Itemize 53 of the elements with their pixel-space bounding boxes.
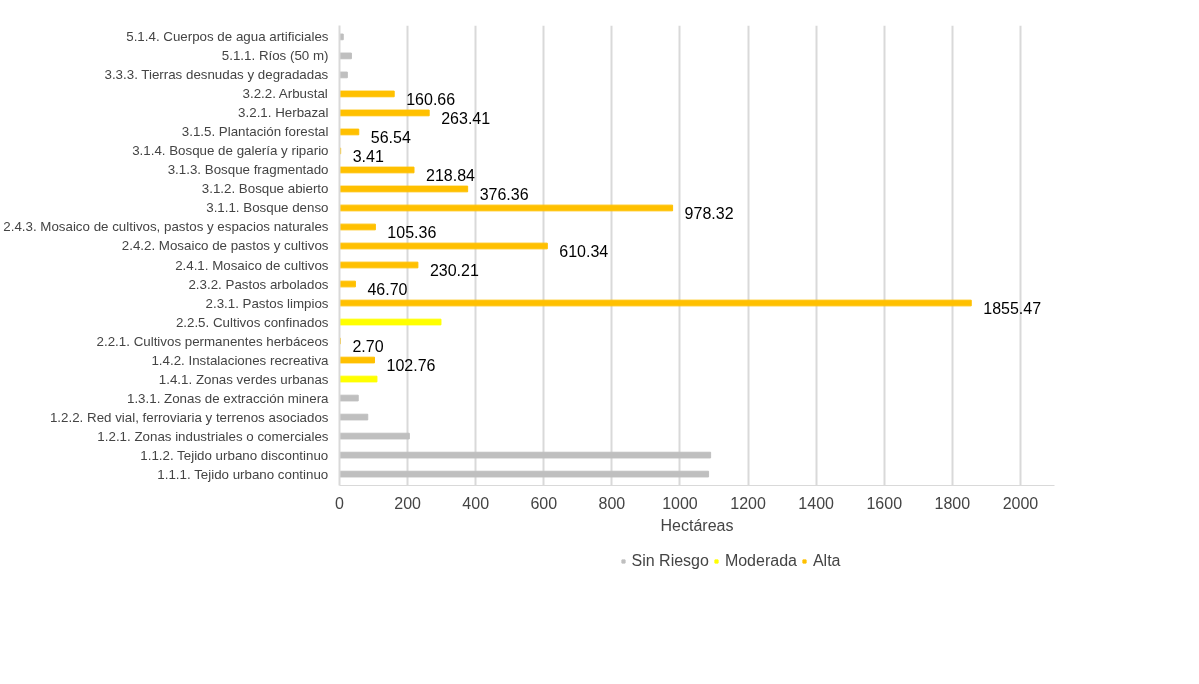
- data-label: 218.84: [426, 166, 476, 184]
- y-tick-label: 1.4.1. Zonas verdes urbanas: [158, 371, 329, 387]
- data-label: 610.34: [559, 243, 609, 260]
- y-tick-label: 2.2.1. Cultivos permanentes herbáceos: [96, 333, 329, 349]
- y-tick-label: 3.1.3. Bosque fragmentado: [167, 162, 329, 178]
- x-tick-label: 1800: [934, 494, 971, 512]
- y-tick-label: 3.2.2. Arbustal: [242, 86, 328, 102]
- y-tick-label: 2.4.2. Mosaico de pastos y cultivos: [121, 238, 329, 254]
- x-tick-label: 400: [462, 494, 490, 512]
- data-label: 102.76: [386, 357, 436, 375]
- y-tick-label: 2.4.3. Mosaico de cultivos, pastos y espacios naturales: [3, 219, 329, 235]
- y-tick-label: 3.2.1. Herbazal: [238, 105, 329, 121]
- y-tick-label: 2.4.1. Mosaico de cultivos: [175, 257, 329, 273]
- x-tick-label: 1400: [798, 494, 835, 512]
- x-tick-label: 1000: [662, 494, 698, 512]
- legend-label: Moderada: [724, 552, 797, 570]
- x-tick-label: 1200: [730, 494, 766, 512]
- y-tick-label: 1.1.2. Tejido urbano discontinuo: [140, 447, 329, 463]
- legend-label: Alta: [812, 552, 841, 570]
- y-tick-label: 5.1.1. Ríos (50 m): [221, 48, 329, 64]
- legend-label: Sin Riesgo: [631, 552, 709, 570]
- y-tick-label: 3.1.4. Bosque de galería y ripario: [132, 143, 329, 159]
- x-tick-label: 800: [598, 494, 626, 512]
- data-label: 56.54: [370, 128, 411, 146]
- x-tick-label: 200: [394, 494, 422, 512]
- x-tick-label: 1600: [866, 494, 903, 512]
- data-label: 263.41: [441, 109, 491, 127]
- data-label: 160.66: [406, 90, 456, 108]
- data-label: 230.21: [429, 262, 479, 279]
- y-tick-label: 2.3.2. Pastos arbolados: [188, 276, 329, 292]
- y-tick-label: 5.1.4. Cuerpos de agua artificiales: [126, 29, 329, 45]
- data-label: 46.70: [367, 281, 408, 299]
- data-label: 1855.47: [983, 300, 1042, 318]
- y-tick-label: 1.2.2. Red vial, ferroviaria y terrenos asociados: [49, 409, 329, 425]
- y-tick-label: 3.1.1. Bosque denso: [206, 200, 329, 216]
- y-tick-label: 3.1.5. Plantación forestal: [181, 124, 329, 140]
- y-tick-label: 1.2.1. Zonas industriales o comerciales: [97, 428, 329, 444]
- data-label: 105.36: [387, 223, 437, 241]
- y-tick-label: 1.3.1. Zonas de extracción minera: [126, 390, 330, 406]
- data-label: 3.41: [352, 147, 384, 165]
- data-label: 376.36: [479, 185, 529, 203]
- x-tick-label: 600: [530, 494, 558, 512]
- y-tick-label: 2.2.5. Cultivos confinados: [175, 314, 329, 330]
- x-axis-title: Hectáreas: [660, 516, 734, 534]
- data-label: 2.70: [352, 338, 384, 356]
- y-tick-label: 3.3.3. Tierras desnudas y degradadas: [104, 67, 329, 83]
- x-tick-label: 0: [335, 494, 345, 512]
- y-tick-label: 2.3.1. Pastos limpios: [205, 295, 329, 311]
- data-label: 978.32: [684, 204, 734, 222]
- y-tick-label: 1.4.2. Instalaciones recreativa: [151, 352, 330, 368]
- y-tick-label: 3.1.2. Bosque abierto: [201, 181, 329, 197]
- y-tick-label: 1.1.1. Tejido urbano continuo: [157, 466, 329, 482]
- x-tick-label: 2000: [1002, 494, 1039, 512]
